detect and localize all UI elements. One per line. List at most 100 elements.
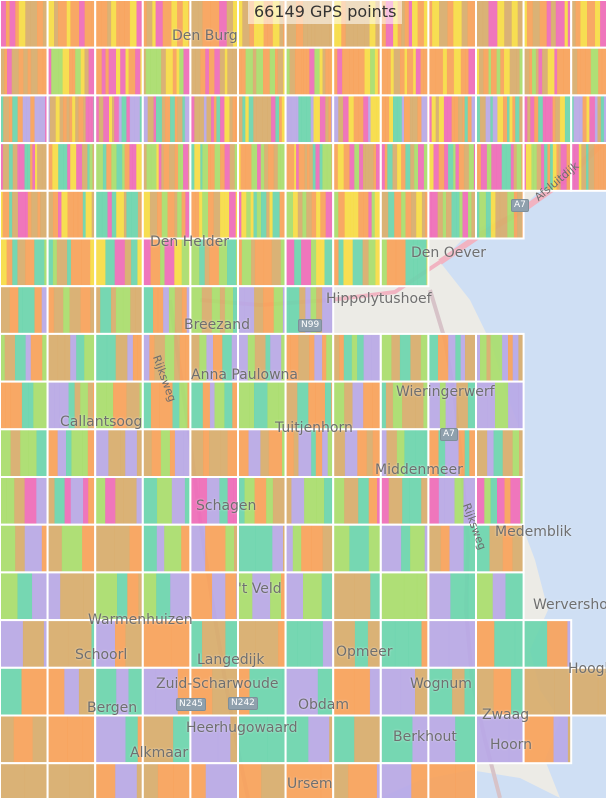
heatmap-cell-strip (95, 715, 126, 764)
heatmap-cell-strip (314, 47, 320, 96)
heatmap-cell-strip (202, 0, 212, 48)
heatmap-cell-strip (333, 763, 349, 798)
heatmap-cell-strip (18, 286, 23, 334)
heatmap-cell-strip (282, 667, 286, 716)
place-label: Opmeer (336, 644, 393, 660)
heatmap-cell-strip (333, 143, 339, 191)
heatmap-cell-strip (285, 143, 290, 191)
heatmap-cell-strip (315, 143, 320, 191)
heatmap-cell-strip (11, 47, 20, 96)
heatmap-cell-strip (370, 47, 376, 96)
heatmap-cell-strip (490, 477, 498, 525)
heatmap-cell-strip (464, 95, 469, 144)
heatmap-cell-strip (344, 381, 353, 430)
heatmap-cell-strip (317, 667, 334, 716)
heatmap-cell-strip (22, 620, 45, 668)
heatmap-cell-strip (72, 95, 76, 144)
heatmap-cell-strip (520, 477, 524, 525)
heatmap-cell-strip (476, 381, 488, 430)
heatmap-cell-strip (266, 190, 270, 239)
heatmap-cell-strip (83, 477, 89, 525)
heatmap-cell-strip (598, 143, 602, 191)
heatmap-cell-strip (603, 95, 606, 144)
heatmap-cell-strip (205, 763, 239, 798)
heatmap-cell-strip (385, 381, 394, 430)
heatmap-cell-strip (296, 143, 300, 191)
heatmap-cell-strip (515, 95, 520, 144)
place-label: Tuitjenhorn (275, 420, 353, 436)
heatmap-cell-strip (493, 429, 503, 477)
heatmap-cell-strip (238, 429, 249, 477)
heatmap-cell-strip (285, 620, 298, 668)
heatmap-cell-strip (532, 47, 537, 96)
heatmap-cell-strip (27, 143, 31, 191)
place-label: Zuid-Scharwoude (156, 676, 279, 692)
heatmap-cell-strip (463, 524, 477, 573)
heatmap-cell-strip (281, 333, 286, 382)
heatmap-cell-strip (0, 715, 15, 764)
heatmap-cell-strip (476, 190, 480, 239)
heatmap-cell-strip (413, 238, 418, 287)
heatmap-cell-border (570, 666, 606, 717)
heatmap-cell-strip (343, 238, 354, 287)
heatmap-cell-strip (12, 95, 18, 144)
heatmap-cell-strip (513, 143, 517, 191)
heatmap-cell-strip (358, 477, 370, 525)
heatmap-cell-strip (279, 95, 283, 144)
heatmap-cell-strip (567, 715, 572, 764)
heatmap-cell-strip (172, 381, 180, 430)
heatmap-cell-strip (132, 333, 138, 382)
heatmap-cell-strip (253, 95, 257, 144)
heatmap-cell-strip (158, 143, 162, 191)
heatmap-cell-strip (277, 143, 281, 191)
heatmap-cell-strip (254, 286, 264, 334)
heatmap-cell-strip (546, 0, 552, 48)
heatmap-cell-strip (210, 0, 220, 48)
heatmap-cell-strip (443, 95, 448, 144)
heatmap-cell-strip (476, 95, 481, 144)
heatmap-cell-strip (387, 143, 393, 191)
heatmap-cell-strip (95, 620, 116, 668)
heatmap-cell-strip (229, 190, 237, 239)
heatmap-cell-strip (34, 95, 41, 144)
heatmap-cell-strip (401, 95, 405, 144)
heatmap-cell-strip (458, 95, 463, 144)
heatmap-cell-strip (312, 143, 316, 191)
heatmap-cell-strip (0, 667, 22, 716)
heatmap-cell-strip (67, 238, 72, 287)
heatmap-cell-strip (70, 477, 84, 525)
heatmap-cell-strip (95, 286, 101, 334)
heatmap-cell-strip (519, 429, 524, 477)
heatmap-cell-strip (69, 286, 81, 334)
heatmap-cell-strip (275, 47, 278, 96)
heatmap-cell-strip (369, 667, 382, 716)
heatmap-cell-strip (47, 143, 53, 191)
heatmap-cell-strip (552, 143, 557, 191)
heatmap-cell-strip (28, 381, 34, 430)
heatmap-cell-strip (241, 238, 252, 287)
heatmap-cell-strip (322, 620, 334, 668)
heatmap-cell-strip (493, 667, 512, 716)
heatmap-cell-strip (401, 0, 406, 48)
heatmap-cell-strip (150, 47, 157, 96)
heatmap-cell-strip (294, 238, 302, 287)
heatmap-cell-strip (47, 381, 55, 430)
heatmap-cell-strip (496, 47, 501, 96)
heatmap-cell-strip (261, 190, 267, 239)
place-label: Wognum (410, 676, 472, 692)
heatmap-cell-strip (491, 143, 497, 191)
heatmap-cell-strip (421, 620, 429, 668)
heatmap-cell-strip (92, 143, 96, 191)
heatmap-cell-strip (337, 47, 343, 96)
heatmap-cell-strip (544, 143, 548, 191)
heatmap-cell-strip (202, 190, 209, 239)
heatmap-cell-strip (412, 715, 429, 764)
heatmap-cell-strip (517, 0, 524, 48)
heatmap-cell-strip (190, 477, 200, 525)
heatmap-cell-strip (174, 429, 184, 477)
heatmap-cell-strip (116, 667, 129, 716)
heatmap-cell-strip (181, 190, 186, 239)
heatmap-cell-strip (256, 47, 264, 96)
heatmap-cell-strip (153, 286, 159, 334)
